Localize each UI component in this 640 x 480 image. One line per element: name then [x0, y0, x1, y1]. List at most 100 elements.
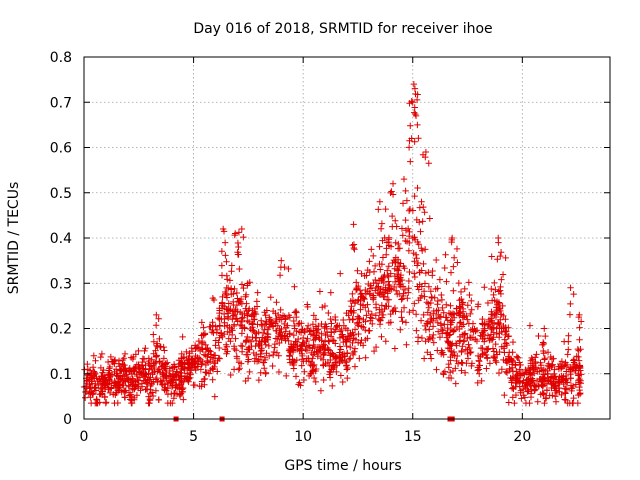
data-point — [455, 279, 463, 287]
data-point — [304, 322, 312, 329]
data-point — [298, 341, 306, 349]
data-point — [327, 325, 335, 333]
data-point — [139, 365, 146, 372]
data-point — [338, 326, 345, 334]
data-point — [244, 310, 252, 318]
data-point — [298, 362, 305, 369]
data-point — [262, 370, 269, 378]
data-point — [87, 384, 94, 391]
data-point — [290, 331, 298, 339]
data-point — [468, 360, 476, 367]
data-point — [532, 364, 540, 371]
data-point — [430, 331, 437, 339]
data-point — [83, 377, 91, 385]
x-tick-label: 15 — [404, 429, 422, 445]
data-point — [330, 364, 337, 371]
data-point — [484, 355, 491, 362]
data-point — [270, 322, 277, 330]
data-point — [230, 312, 237, 319]
data-point — [340, 316, 347, 324]
data-point — [425, 160, 432, 167]
data-point — [514, 378, 522, 385]
data-point — [292, 308, 300, 315]
data-point — [379, 254, 387, 261]
data-point — [406, 205, 414, 213]
data-point — [500, 345, 508, 352]
data-point — [454, 259, 461, 266]
data-point — [258, 345, 265, 352]
data-point — [417, 317, 425, 324]
data-point — [326, 352, 334, 359]
data-point — [202, 368, 209, 376]
data-point — [332, 358, 339, 366]
data-point — [450, 254, 458, 261]
data-point — [328, 320, 335, 327]
data-point — [271, 344, 278, 351]
data-point — [361, 272, 368, 280]
data-point — [503, 369, 511, 376]
data-point — [484, 346, 491, 353]
data-point — [565, 338, 572, 345]
data-point — [555, 365, 563, 373]
data-point — [153, 311, 160, 319]
data-point — [286, 314, 294, 321]
data-point — [360, 316, 367, 324]
data-point — [88, 380, 96, 387]
data-point — [255, 356, 262, 363]
data-point — [567, 382, 575, 389]
data-point — [276, 325, 283, 333]
data-point — [129, 381, 136, 388]
data-point — [148, 356, 155, 363]
data-point — [464, 316, 471, 323]
data-point — [379, 311, 387, 319]
data-point — [337, 346, 344, 353]
data-point — [339, 333, 346, 340]
y-tick-label: 0.4 — [50, 231, 72, 247]
data-point — [150, 360, 157, 367]
data-point — [436, 334, 444, 341]
data-point — [366, 291, 374, 298]
data-point — [429, 334, 436, 342]
data-point — [88, 374, 95, 381]
data-point — [179, 384, 187, 392]
data-point — [303, 337, 310, 345]
data-point — [336, 358, 344, 365]
data-point — [409, 207, 417, 214]
data-point — [235, 359, 243, 366]
data-point — [344, 327, 352, 334]
data-point — [450, 328, 457, 335]
data-point — [405, 144, 413, 151]
data-point — [474, 352, 482, 360]
data-point — [457, 304, 464, 311]
data-point — [357, 339, 364, 347]
data-point — [276, 271, 284, 279]
data-point — [151, 368, 158, 375]
data-point — [497, 307, 504, 315]
data-point — [380, 273, 388, 280]
data-point — [198, 319, 206, 326]
data-point — [492, 286, 499, 293]
data-point — [256, 340, 263, 347]
data-point — [224, 313, 232, 320]
x-tick-label: 0 — [80, 429, 89, 445]
data-point — [307, 358, 315, 366]
data-point — [169, 364, 176, 371]
data-point — [218, 300, 226, 307]
data-point — [142, 344, 149, 352]
data-point — [533, 377, 541, 385]
data-point — [438, 296, 446, 304]
data-point — [328, 362, 336, 369]
data-point — [453, 245, 461, 253]
data-point — [440, 351, 447, 358]
data-point — [103, 380, 111, 388]
data-point — [350, 221, 357, 228]
data-point — [354, 297, 362, 304]
data-point — [372, 287, 379, 294]
data-point — [400, 175, 408, 183]
data-point — [490, 291, 497, 299]
data-point — [416, 219, 423, 226]
data-point — [332, 316, 339, 324]
data-point — [205, 370, 213, 377]
data-point — [382, 251, 390, 258]
data-point — [108, 385, 115, 392]
